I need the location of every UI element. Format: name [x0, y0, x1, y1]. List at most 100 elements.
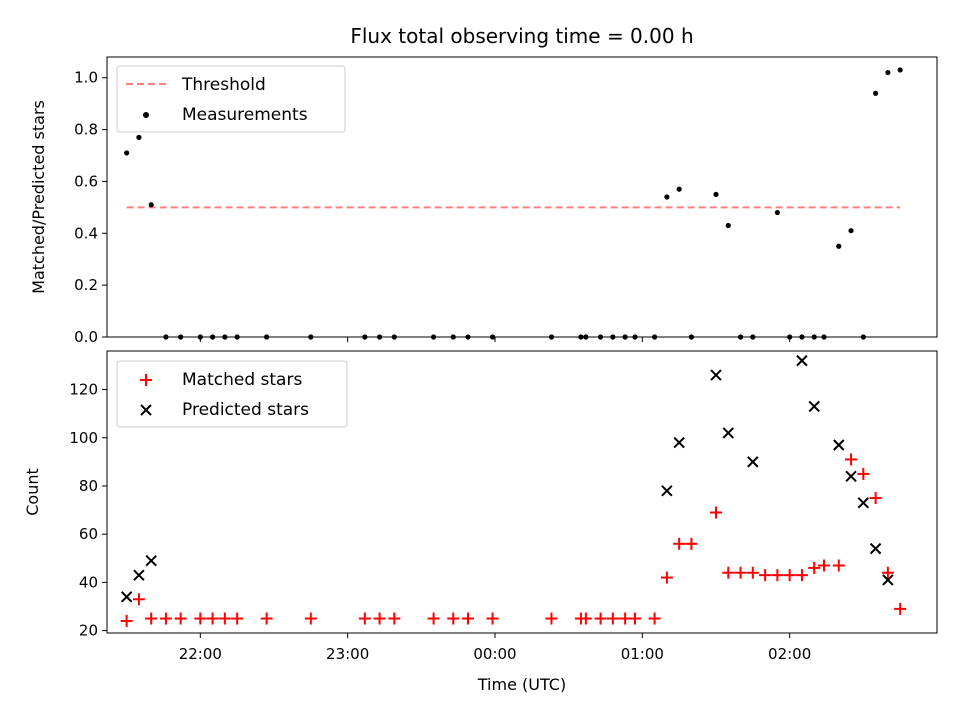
predicted-star-point: [710, 369, 722, 381]
matched-star-point: [145, 612, 158, 625]
legend-predicted-swatch: [140, 404, 152, 416]
measurement-point: [136, 134, 142, 140]
ratio-y-tick-label: 0.6: [74, 172, 98, 190]
predicted-star-point: [833, 439, 845, 451]
predicted-star-point: [882, 574, 894, 586]
matched-star-point: [808, 561, 821, 574]
x-tick-label: 01:00: [621, 645, 664, 663]
ratio-y-tick-label: 0.8: [74, 121, 98, 139]
legend-threshold-label: Threshold: [181, 75, 266, 95]
ratio-y-tick-label: 0.4: [74, 224, 98, 242]
ratio-y-tick-label: 1.0: [74, 69, 98, 87]
x-tick-label: 22:00: [179, 645, 222, 663]
matched-star-point: [545, 612, 558, 625]
x-tick-label: 02:00: [768, 645, 811, 663]
matched-star-point: [304, 612, 317, 625]
predicted-star-point: [808, 400, 820, 413]
matched-star-point: [857, 467, 870, 480]
count-y-tick-label: 80: [79, 477, 98, 495]
matched-star-point: [832, 559, 845, 572]
measurement-point: [664, 194, 670, 200]
legend-measurements-swatch: [143, 112, 149, 118]
matched-star-point: [218, 612, 231, 625]
count-legend: Matched stars Predicted stars: [116, 360, 348, 428]
legend-predicted-label: Predicted stars: [182, 400, 309, 420]
measurement-point: [836, 243, 842, 249]
matched-star-point: [606, 612, 619, 625]
predicted-star-point: [845, 470, 857, 483]
measurement-point: [676, 186, 682, 192]
matched-star-point: [194, 612, 207, 625]
matched-star-point: [231, 612, 244, 625]
matched-star-point: [795, 569, 808, 582]
matched-star-point: [159, 612, 172, 625]
ratio-panel: 0.0 0.2 0.4 0.6 0.8 1.0 Matched/Predicted sta…: [29, 56, 938, 346]
predicted-star-point: [869, 542, 882, 555]
matched-star-point: [759, 569, 772, 582]
matched-star-point: [206, 612, 219, 625]
matched-star-point: [120, 614, 133, 627]
predicted-star-point: [661, 485, 673, 497]
measurement-point: [885, 69, 891, 76]
count-y-tick-label: 100: [69, 429, 98, 447]
matched-star-point: [673, 537, 686, 550]
matched-star-point: [771, 569, 784, 582]
measurement-point: [897, 67, 903, 73]
matched-star-point: [722, 566, 735, 579]
matched-star-point: [881, 566, 894, 579]
matched-star-point: [373, 612, 386, 625]
x-axis-label: Time (UTC): [477, 675, 566, 694]
matched-star-point: [894, 602, 907, 615]
matched-star-point: [660, 571, 673, 584]
predicted-star-point: [722, 427, 734, 439]
predicted-star-point: [145, 554, 157, 567]
predicted-star-point: [133, 569, 145, 581]
matched-star-point: [734, 566, 747, 579]
predicted-star-point: [796, 354, 808, 367]
matched-star-point: [486, 612, 499, 625]
matched-star-point: [461, 612, 474, 625]
legend-measurements-label: Measurements: [182, 105, 308, 125]
matched-star-point: [358, 612, 371, 625]
matched-star-point: [869, 492, 882, 505]
measurement-point: [148, 202, 154, 208]
ratio-legend: Threshold Measurements: [116, 65, 346, 133]
ratio-y-tick-label: 0.0: [74, 328, 98, 346]
ratio-y-axis-label: Matched/Predicted stars: [29, 100, 48, 294]
matched-star-point: [388, 612, 401, 625]
legend-matched-swatch: [140, 374, 152, 386]
matched-star-point: [709, 506, 722, 519]
count-axes-frame: [106, 350, 938, 634]
matched-star-point: [845, 453, 858, 466]
count-y-tick-label: 40: [79, 573, 98, 591]
predicted-star-point: [673, 436, 685, 449]
measurement-point: [774, 209, 780, 216]
matched-star-point: [818, 559, 831, 572]
matched-star-point: [746, 566, 759, 579]
count-y-tick-label: 20: [79, 622, 98, 640]
matched-star-point: [648, 612, 661, 625]
x-tick-label: 23:00: [326, 645, 369, 663]
measurement-point: [124, 150, 130, 156]
chart-title: Flux total observing time = 0.00 h: [350, 24, 693, 48]
measurement-point: [713, 191, 719, 198]
count-y-axis-label: Count: [23, 468, 42, 516]
count-y-tick-label: 120: [69, 381, 98, 399]
legend-matched-label: Matched stars: [182, 370, 302, 390]
matched-star-point: [783, 569, 796, 582]
matched-star-point: [427, 612, 440, 625]
matched-star-point: [260, 612, 273, 625]
predicted-star-point: [857, 497, 870, 509]
matched-star-point: [685, 537, 698, 550]
ratio-axes-frame: [106, 56, 938, 338]
matched-star-point: [174, 612, 187, 625]
matched-star-point: [628, 612, 641, 625]
predicted-star-point: [120, 591, 133, 603]
count-panel: 20 40 60 80 100 120 22:00 23:00 00:00 01:00 02:00…: [23, 337, 938, 694]
ratio-y-tick-label: 0.2: [74, 276, 98, 294]
measurement-point: [725, 222, 731, 229]
matched-star-point: [579, 612, 592, 625]
measurement-point: [848, 228, 854, 234]
x-tick-label: 00:00: [473, 645, 516, 663]
